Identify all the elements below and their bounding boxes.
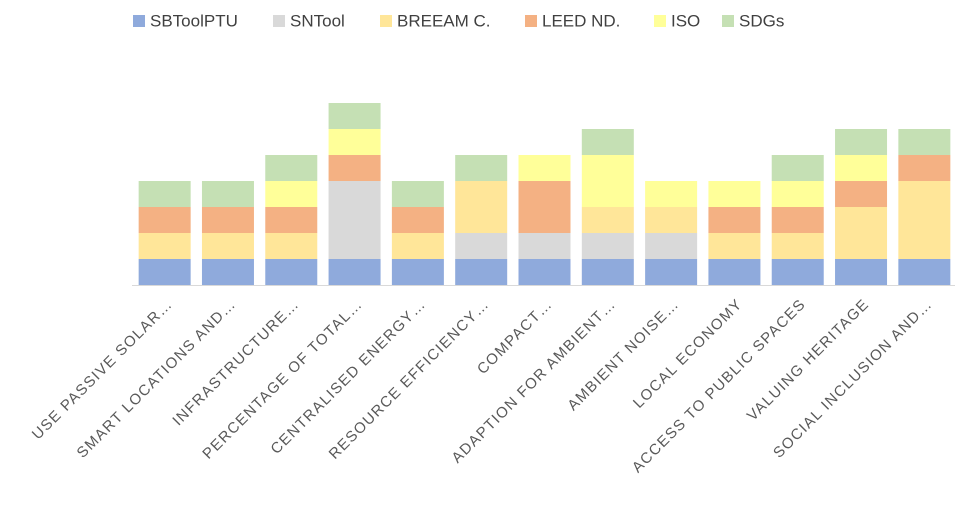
- bar-segment: [265, 259, 318, 285]
- bar-segment: [391, 233, 444, 259]
- bar-segment: [328, 103, 381, 129]
- bar-segment: [328, 155, 381, 181]
- bar-segment: [898, 259, 951, 285]
- bar-segment: [518, 233, 571, 259]
- legend-label: BREEAM C.: [397, 11, 491, 30]
- bar-segment: [391, 181, 444, 207]
- bar-segment: [771, 233, 824, 259]
- bar-segment: [201, 207, 254, 233]
- bar-segment: [455, 155, 508, 181]
- bar-segment: [518, 259, 571, 285]
- x-tick-label: LOCAL ECONOMY: [630, 296, 746, 412]
- bar-segment: [265, 181, 318, 207]
- bar-segment: [581, 207, 634, 233]
- legend-swatch: [380, 15, 392, 27]
- legend-label: SNTool: [290, 11, 345, 30]
- bar-segment: [835, 207, 888, 259]
- x-tick-label: INFRASTRUCTURE…: [169, 296, 303, 430]
- bar-segment: [835, 129, 888, 155]
- bar-segment: [455, 233, 508, 259]
- bar-segment: [581, 259, 634, 285]
- x-tick-label: VALUING HERITAGE: [744, 296, 873, 425]
- bar-segment: [898, 181, 951, 259]
- bar-segment: [328, 259, 381, 285]
- legend-swatch: [133, 15, 145, 27]
- bar-segment: [328, 129, 381, 155]
- bar-segment: [391, 207, 444, 233]
- legend-label: SBToolPTU: [150, 11, 238, 30]
- legend-label: SDGs: [739, 11, 784, 30]
- bar-segment: [201, 181, 254, 207]
- bar-segment: [898, 129, 951, 155]
- legend-swatch: [722, 15, 734, 27]
- bar-segment: [391, 259, 444, 285]
- bar-segment: [138, 207, 191, 233]
- bar-segment: [771, 155, 824, 181]
- legend-swatch: [654, 15, 666, 27]
- bar-segment: [708, 181, 761, 207]
- bar-segment: [201, 233, 254, 259]
- bar-segment: [645, 207, 698, 233]
- bar-segment: [771, 181, 824, 207]
- bar-segment: [581, 129, 634, 155]
- bar-segment: [265, 233, 318, 259]
- bar-segment: [835, 259, 888, 285]
- bar-segment: [265, 207, 318, 233]
- bar-segment: [771, 259, 824, 285]
- bar-segment: [138, 233, 191, 259]
- legend-label: LEED ND.: [542, 11, 620, 30]
- bar-segment: [138, 181, 191, 207]
- bar-segment: [835, 181, 888, 207]
- bar-segment: [645, 181, 698, 207]
- bar-segment: [898, 155, 951, 181]
- x-tick-label: AMBIENT NOISE…: [564, 296, 682, 414]
- legend-swatch: [273, 15, 285, 27]
- bar-segment: [581, 233, 634, 259]
- bar-segment: [645, 233, 698, 259]
- bar-segment: [771, 207, 824, 233]
- bar-segment: [138, 259, 191, 285]
- bar-segment: [835, 155, 888, 181]
- bar-segment: [708, 233, 761, 259]
- bar-segment: [201, 259, 254, 285]
- bar-segment: [455, 259, 508, 285]
- bar-segment: [328, 181, 381, 259]
- legend-swatch: [525, 15, 537, 27]
- bar-segment: [708, 259, 761, 285]
- bar-segment: [645, 259, 698, 285]
- bar-segment: [518, 155, 571, 181]
- bar-segment: [581, 155, 634, 207]
- bar-segment: [518, 181, 571, 233]
- bar-segment: [265, 155, 318, 181]
- bar-segment: [708, 207, 761, 233]
- bar-segment: [455, 181, 508, 233]
- legend-label: ISO: [671, 11, 700, 30]
